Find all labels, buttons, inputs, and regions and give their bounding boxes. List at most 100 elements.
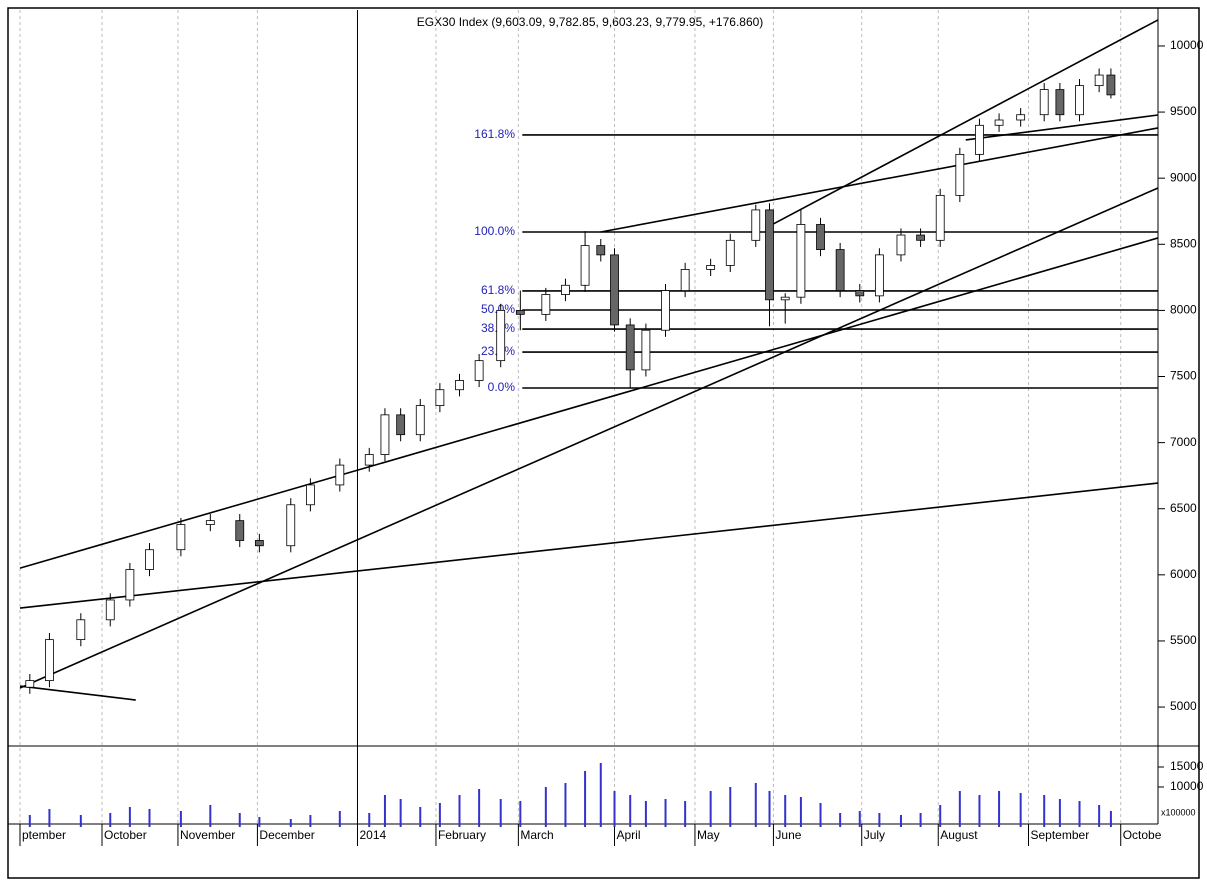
candle-body: [45, 639, 54, 682]
candle-body: [305, 484, 315, 506]
candle-body: [205, 520, 215, 525]
candle-body: [835, 249, 845, 291]
volume-bar: [729, 787, 732, 827]
volume-bar: [399, 799, 402, 827]
x-tick-label: July: [864, 828, 885, 842]
volume-bar: [309, 815, 312, 827]
volume-bar: [128, 807, 131, 827]
candle-body: [816, 224, 825, 250]
candle-body: [435, 389, 445, 406]
x-tick-label: April: [617, 828, 641, 842]
y-tick-label: 8000: [1170, 303, 1197, 317]
volume-bar: [238, 813, 241, 827]
volume-bar: [79, 815, 82, 827]
candle-body: [474, 360, 484, 381]
x-tick-label: June: [775, 828, 801, 842]
candle-body: [994, 119, 1004, 126]
trendline: [19, 187, 1159, 689]
volume-bar: [1098, 805, 1101, 827]
candle-body: [610, 254, 619, 326]
candle-body: [780, 296, 790, 301]
y-tick-label: 5500: [1170, 633, 1197, 647]
candle-body: [176, 524, 186, 551]
trendline: [965, 114, 1159, 141]
candle-body: [364, 454, 374, 466]
candle-body: [1039, 89, 1049, 116]
volume-bar: [458, 795, 461, 827]
fib-label: 0.0%: [488, 380, 516, 394]
volume-bar: [939, 805, 942, 827]
volume-bar: [179, 811, 182, 827]
candle-body: [145, 549, 154, 570]
volume-bar: [664, 799, 667, 827]
x-tick-label: Octobe: [1123, 828, 1162, 842]
candle-body: [105, 599, 115, 621]
candle-body: [455, 380, 464, 391]
volume-bar: [629, 795, 632, 827]
volume-bar: [709, 791, 712, 827]
volume-bar: [499, 799, 502, 827]
candle-body: [396, 414, 406, 436]
fib-label: 100.0%: [474, 224, 515, 238]
candle-body: [496, 309, 506, 362]
y-tick-label: 5000: [1170, 699, 1197, 713]
volume-bar: [383, 795, 386, 827]
chart-title: EGX30 Index (9,603.09, 9,782.85, 9,603.2…: [417, 15, 764, 29]
volume-bar: [784, 795, 787, 827]
volume-bar: [258, 817, 261, 827]
volume-bar: [584, 771, 587, 827]
volume-bar: [1019, 793, 1022, 827]
trendline: [600, 127, 1159, 233]
volume-bar: [419, 807, 422, 827]
volume-bar: [48, 809, 51, 827]
volume-bar: [289, 819, 292, 827]
candle-body: [515, 309, 525, 315]
fib-label: 161.8%: [474, 127, 515, 141]
volume-tick-label: 15000: [1170, 759, 1204, 773]
volume-bar: [478, 789, 481, 827]
candle-body: [765, 209, 774, 301]
volume-bar: [438, 803, 441, 827]
volume-bar: [613, 791, 616, 827]
volume-bar: [958, 791, 961, 827]
candle-body: [625, 324, 635, 371]
volume-bar: [544, 787, 547, 827]
candle-body: [916, 234, 925, 241]
candle-body: [76, 619, 86, 641]
candle-body: [680, 269, 690, 291]
volume-bar: [768, 791, 771, 827]
candle-body: [380, 414, 390, 455]
candle-body: [751, 209, 761, 241]
candle-body: [235, 520, 245, 541]
volume-tick-label: 10000: [1170, 779, 1204, 793]
volume-bar: [644, 801, 647, 827]
x-tick-label: October: [104, 828, 147, 842]
candle-body: [1055, 89, 1065, 116]
volume-bar: [1078, 801, 1081, 827]
x-tick-label: ptember: [22, 828, 66, 842]
candle-body: [1075, 85, 1084, 116]
x-tick-label: February: [438, 828, 486, 842]
volume-bar: [684, 801, 687, 827]
fib-label: 61.8%: [481, 283, 515, 297]
candle-body: [596, 245, 606, 256]
x-tick-label: September: [1031, 828, 1090, 842]
x-tick-label: August: [940, 828, 978, 842]
volume-unit: x100000: [1161, 807, 1196, 817]
volume-bar: [338, 811, 341, 827]
candle-body: [874, 254, 884, 297]
candle-body: [975, 124, 984, 155]
y-tick-label: 10000: [1170, 38, 1204, 52]
x-tick-label: December: [259, 828, 314, 842]
volume-bar: [564, 783, 567, 827]
volume-bar: [878, 813, 881, 827]
volume-bar: [368, 813, 371, 827]
y-tick-label: 8500: [1170, 236, 1197, 250]
candle-body: [661, 290, 670, 331]
frame: [7, 7, 1200, 879]
volume-bar: [799, 797, 802, 827]
volume-bar: [519, 801, 522, 827]
candle-body: [254, 540, 264, 547]
trendline: [19, 237, 1159, 569]
